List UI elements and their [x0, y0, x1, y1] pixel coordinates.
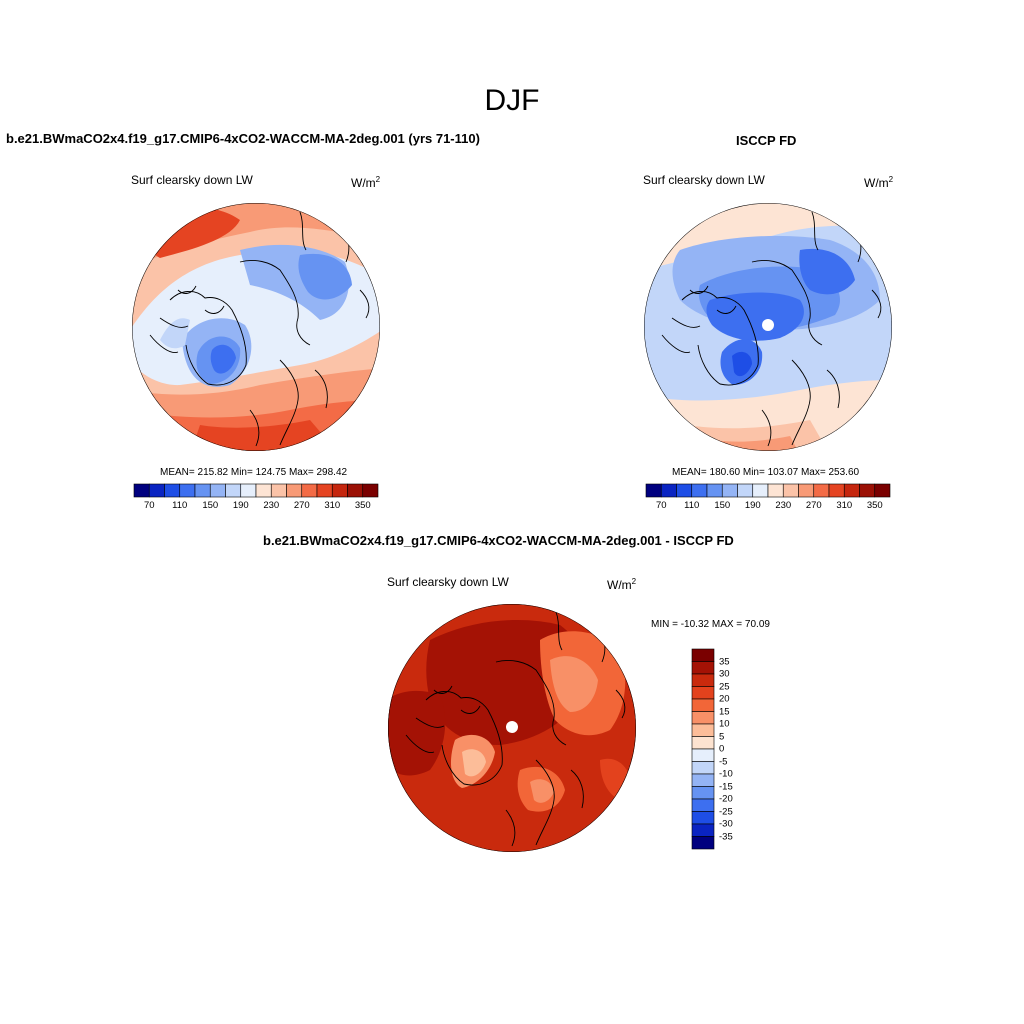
- colorbar-swatch: [691, 823, 715, 837]
- colorbar-tick-label: 190: [744, 500, 761, 511]
- colorbar-tick-label: 35: [719, 656, 730, 667]
- colorbar-tick-label: 350: [354, 500, 371, 511]
- panel-3-title: b.e21.BWmaCO2x4.f19_g17.CMIP6-4xCO2-WACC…: [263, 533, 734, 548]
- colorbar-tick-label: 350: [866, 500, 883, 511]
- colorbar-swatch: [691, 798, 715, 812]
- colorbar-tick-label: 110: [172, 500, 188, 511]
- colorbar-swatch: [255, 483, 272, 498]
- colorbar-tick-label: 230: [263, 500, 280, 511]
- colorbar-tick-label: 230: [775, 500, 792, 511]
- colorbar-swatch: [179, 483, 196, 498]
- colorbar-swatch: [347, 483, 364, 498]
- panel-3-stats: MIN = -10.32 MAX = 70.09: [651, 619, 770, 630]
- colorbar-swatch: [148, 483, 165, 498]
- colorbar-swatch: [737, 483, 754, 498]
- colorbar-tick-label: 70: [143, 500, 155, 511]
- colorbar-tick-label: 15: [719, 706, 730, 717]
- colorbar-swatch: [660, 483, 677, 498]
- colorbar-swatch: [164, 483, 181, 498]
- colorbar-tick-label: 190: [232, 500, 249, 511]
- colorbar-swatch: [691, 686, 715, 700]
- colorbar-swatch: [645, 483, 662, 498]
- colorbar-swatch: [691, 648, 715, 662]
- colorbar-swatch: [225, 483, 242, 498]
- colorbar-tick-label: 10: [719, 718, 730, 730]
- panel-2-map: [644, 203, 892, 451]
- colorbar-tick-label: 110: [684, 500, 700, 511]
- colorbar-tick-label: 25: [719, 681, 730, 692]
- colorbar-swatch: [691, 748, 715, 762]
- colorbar-swatch: [676, 483, 693, 498]
- colorbar-swatch: [362, 483, 379, 498]
- colorbar-tick-label: 310: [836, 500, 853, 511]
- colorbar-swatch: [706, 483, 723, 498]
- colorbar-tick-label: 150: [202, 500, 219, 511]
- colorbar-swatch: [691, 811, 715, 825]
- colorbar-swatch: [301, 483, 318, 498]
- panel-1-units: W/m2: [351, 175, 381, 190]
- colorbar-swatch: [316, 483, 333, 498]
- panel-1-map: [132, 203, 380, 451]
- panel-2-units: W/m2: [864, 175, 894, 190]
- panel-1-title: b.e21.BWmaCO2x4.f19_g17.CMIP6-4xCO2-WACC…: [6, 131, 480, 146]
- colorbar-swatch: [691, 786, 715, 800]
- colorbar-tick-label: 310: [324, 500, 341, 511]
- colorbar-tick-label: 270: [293, 500, 310, 511]
- colorbar-swatch: [240, 483, 257, 498]
- colorbar-tick-label: 0: [719, 743, 725, 755]
- panel-3-variable: Surf clearsky down LW: [387, 575, 509, 589]
- colorbar-tick-label: 70: [655, 500, 667, 511]
- colorbar-swatch: [813, 483, 830, 498]
- colorbar-tick-label: -5: [719, 756, 728, 767]
- colorbar-tick-label: 5: [719, 731, 725, 742]
- colorbar-swatch: [828, 483, 845, 498]
- colorbar-tick-label: 270: [805, 500, 822, 511]
- colorbar-tick-label: 150: [714, 500, 731, 511]
- colorbar-tick-label: -20: [719, 793, 733, 805]
- panel-1-colorbar: [133, 483, 379, 498]
- panel-2-title: ISCCP FD: [736, 133, 797, 148]
- panel-3-map: [388, 604, 636, 852]
- colorbar-swatch: [691, 761, 715, 775]
- colorbar-swatch: [691, 723, 715, 737]
- colorbar-swatch: [752, 483, 769, 498]
- colorbar-tick-label: 30: [719, 668, 730, 680]
- colorbar-swatch: [782, 483, 799, 498]
- panel-3-units: W/m2: [607, 577, 637, 592]
- colorbar-swatch: [874, 483, 891, 498]
- colorbar-tick-label: -15: [719, 781, 733, 792]
- colorbar-swatch: [691, 698, 715, 712]
- colorbar-swatch: [691, 736, 715, 750]
- colorbar-swatch: [691, 711, 715, 725]
- panel-2-stats: MEAN= 180.60 Min= 103.07 Max= 253.60: [672, 467, 860, 478]
- colorbar-swatch: [286, 483, 303, 498]
- colorbar-tick-label: -10: [719, 768, 733, 780]
- colorbar-swatch: [209, 483, 226, 498]
- colorbar-swatch: [691, 483, 708, 498]
- colorbar-swatch: [767, 483, 784, 498]
- colorbar-swatch: [270, 483, 287, 498]
- colorbar-swatch: [798, 483, 815, 498]
- panel-2-colorbar: [645, 483, 891, 498]
- panel-1-stats: MEAN= 215.82 Min= 124.75 Max= 298.42: [160, 467, 348, 478]
- colorbar-tick-label: -30: [719, 818, 733, 830]
- panel-3-colorbar: [691, 648, 715, 850]
- colorbar-swatch: [691, 661, 715, 675]
- panel-2-variable: Surf clearsky down LW: [643, 173, 765, 187]
- colorbar-swatch: [721, 483, 738, 498]
- colorbar-swatch: [843, 483, 860, 498]
- figure-title: DJF: [484, 84, 540, 117]
- colorbar-swatch: [691, 836, 715, 850]
- colorbar-tick-label: 20: [719, 693, 730, 705]
- colorbar-swatch: [331, 483, 348, 498]
- colorbar-swatch: [691, 673, 715, 687]
- colorbar-swatch: [691, 773, 715, 787]
- colorbar-tick-label: -25: [719, 806, 733, 817]
- colorbar-swatch: [194, 483, 211, 498]
- colorbar-tick-label: -35: [719, 831, 733, 842]
- colorbar-swatch: [133, 483, 150, 498]
- panel-1-variable: Surf clearsky down LW: [131, 173, 253, 187]
- colorbar-swatch: [859, 483, 876, 498]
